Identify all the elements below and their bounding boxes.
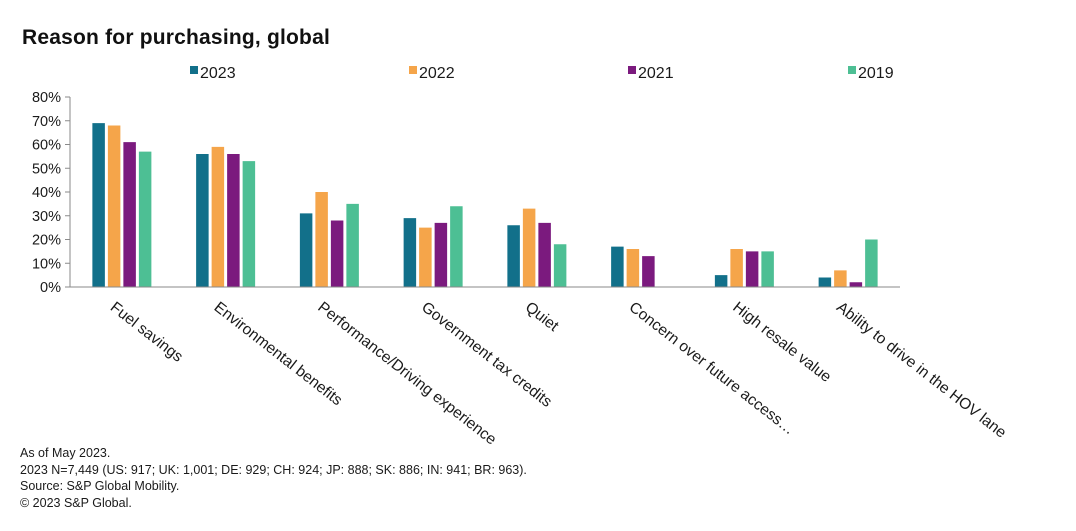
x-axis: Fuel savings Environmental benefitsPerfor…	[70, 286, 1009, 445]
footnote-date: As of May 2023.	[20, 446, 111, 460]
y-tick-label: 40%	[32, 185, 61, 201]
bar-2019-8	[865, 239, 878, 287]
bar-2023-4	[403, 218, 417, 287]
bars	[92, 123, 878, 287]
bar-2022-7	[730, 249, 743, 287]
y-tick-label: 30%	[32, 209, 61, 225]
x-tick-label: Ability to drive in the HOV lane	[833, 299, 1009, 442]
legend-label: 2022	[419, 65, 455, 82]
y-tick-label: 60%	[32, 138, 61, 154]
bar-2022-2	[211, 146, 225, 287]
bar-2021-6	[642, 256, 655, 287]
y-tick-label: 10%	[32, 256, 61, 272]
legend-swatch-2023	[190, 66, 198, 74]
bar-2019-5	[553, 244, 567, 287]
bar-2021-4	[434, 222, 448, 287]
bar-2023-2	[196, 154, 209, 287]
footnote-sample-size: 2023 N=7,449 (US: 917; UK: 1,001; DE: 92…	[20, 462, 527, 477]
bar-2019-7	[761, 251, 774, 287]
legend-label: 2023	[200, 65, 236, 82]
bar-2021-5	[538, 222, 551, 287]
bar-2021-8	[849, 282, 863, 287]
legend-swatch-2022	[409, 66, 417, 74]
bar-2022-4	[419, 227, 432, 287]
bar-2019-3	[346, 203, 359, 287]
bar-2023-6	[611, 246, 624, 287]
bar-2021-2	[227, 154, 240, 287]
x-tick-label: Concern over future access…	[626, 299, 798, 439]
x-tick-label: Fuel savings	[107, 299, 186, 366]
bar-2021-3	[330, 220, 344, 287]
legend-swatch-2021	[628, 66, 636, 74]
bar-2023-8	[818, 277, 832, 287]
y-tick-label: 70%	[32, 114, 61, 130]
bar-2022-8	[834, 270, 847, 287]
chart-title: Reason for purchasing, global	[22, 26, 331, 49]
bar-2022-3	[315, 192, 328, 287]
footnote-copyright: © 2023 S&P Global.	[20, 495, 132, 510]
bar-2022-5	[522, 208, 536, 287]
y-tick-label: 0%	[40, 280, 61, 296]
bar-2019-1	[138, 151, 152, 287]
x-tick-label: Performance/Driving experience	[314, 299, 499, 445]
x-tick-label: High resale value	[729, 299, 834, 386]
bar-2023-1	[92, 123, 105, 287]
legend-label: 2021	[638, 65, 674, 82]
y-axis: 0% 10% 20% 30% 40% 50% 60% 70% 80%	[32, 90, 71, 296]
bar-chart: 2023 2022 2021 2019 0% 10% 20% 30% 40% 50% 60% 70%…	[32, 65, 1009, 445]
bar-2021-7	[745, 251, 759, 287]
y-tick-label: 20%	[32, 233, 61, 249]
bar-2022-1	[107, 125, 121, 287]
footnote-source: Source: S&P Global Mobility.	[20, 479, 180, 493]
y-tick-label: 80%	[32, 90, 61, 106]
bar-2019-4	[450, 206, 463, 287]
legend: 2023 2022 2021 2019	[190, 65, 894, 82]
legend-swatch-2019	[848, 66, 856, 74]
footnotes: As of May 2023. 2023 N=7,449 (US: 917; U…	[20, 445, 527, 511]
bar-2023-3	[299, 213, 313, 287]
legend-label: 2019	[858, 65, 894, 82]
bar-2021-1	[123, 142, 136, 287]
x-tick-label: Quiet	[522, 299, 562, 336]
bar-2019-2	[242, 161, 256, 287]
bar-2023-7	[714, 275, 728, 287]
y-tick-label: 50%	[32, 161, 61, 177]
bar-2022-6	[626, 249, 640, 287]
bar-2023-5	[507, 225, 520, 287]
